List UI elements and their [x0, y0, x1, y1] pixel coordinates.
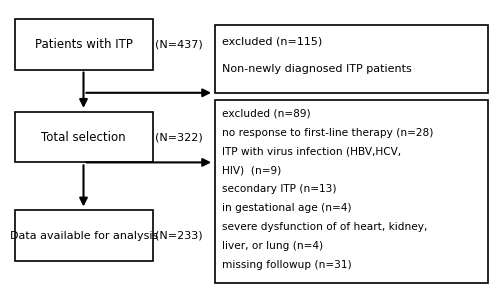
Text: Non-newly diagnosed ITP patients: Non-newly diagnosed ITP patients — [222, 64, 412, 74]
Text: excluded (n=115): excluded (n=115) — [222, 36, 323, 46]
Bar — [215, 25, 487, 93]
Text: liver, or lung (n=4): liver, or lung (n=4) — [222, 241, 324, 251]
Text: excluded (n=89): excluded (n=89) — [222, 109, 311, 119]
Text: missing followup (n=31): missing followup (n=31) — [222, 260, 352, 269]
Text: (N=233): (N=233) — [155, 231, 202, 240]
Text: in gestational age (n=4): in gestational age (n=4) — [222, 203, 352, 213]
Text: Total selection: Total selection — [42, 130, 126, 144]
Text: secondary ITP (n=13): secondary ITP (n=13) — [222, 184, 337, 194]
Bar — [15, 19, 152, 70]
Text: severe dysfunction of of heart, kidney,: severe dysfunction of of heart, kidney, — [222, 222, 428, 232]
Text: (N=322): (N=322) — [155, 132, 203, 142]
Text: Data available for analysis: Data available for analysis — [10, 231, 158, 241]
Text: ITP with virus infection (HBV,HCV,: ITP with virus infection (HBV,HCV, — [222, 146, 402, 156]
Text: no response to first-line therapy (n=28): no response to first-line therapy (n=28) — [222, 128, 434, 137]
Bar — [15, 112, 152, 162]
Text: (N=437): (N=437) — [155, 40, 203, 50]
Text: Patients with ITP: Patients with ITP — [35, 38, 132, 51]
Bar — [215, 100, 487, 283]
Bar — [15, 210, 152, 261]
Text: HIV)  (n=9): HIV) (n=9) — [222, 165, 282, 175]
